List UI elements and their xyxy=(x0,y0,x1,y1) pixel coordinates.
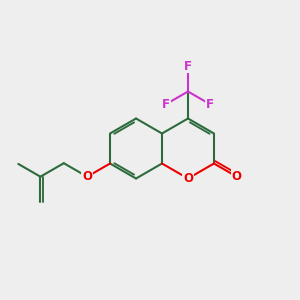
Text: O: O xyxy=(183,172,193,185)
Text: F: F xyxy=(184,59,192,73)
Text: O: O xyxy=(232,170,242,183)
Text: O: O xyxy=(82,170,92,183)
Text: F: F xyxy=(162,98,170,111)
Text: F: F xyxy=(206,98,214,111)
